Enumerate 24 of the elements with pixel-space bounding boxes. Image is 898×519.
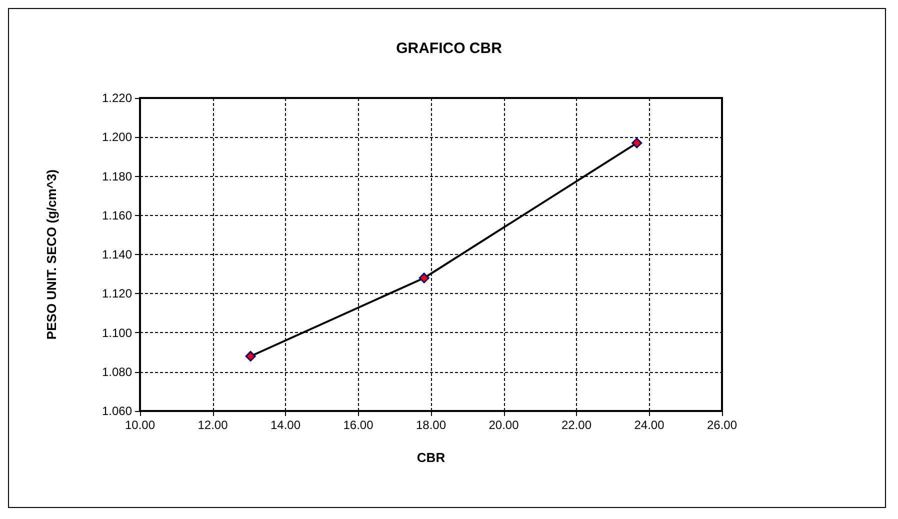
y-tick-label: 1.100 bbox=[102, 326, 132, 340]
x-tick-label: 10.00 bbox=[124, 418, 156, 432]
y-tick-label: 1.120 bbox=[102, 286, 132, 301]
y-axis-title: PESO UNIT. SECO (g/cm^3) bbox=[44, 169, 59, 340]
y-tick-label: 1.160 bbox=[102, 208, 132, 222]
x-tick-label: 26.00 bbox=[706, 418, 738, 432]
x-tick-label: 18.00 bbox=[416, 418, 446, 432]
y-tick-label: 1.060 bbox=[102, 404, 132, 418]
point bbox=[418, 272, 430, 284]
chart-title: GRAFICO CBR bbox=[396, 40, 502, 57]
x-axis-title: CBR bbox=[416, 450, 446, 465]
y-tick-label: 1.220 bbox=[102, 91, 132, 105]
y-tick-label: 1.180 bbox=[102, 169, 132, 184]
x-tick-label: 20.00 bbox=[488, 418, 520, 432]
x-tick-label: 12.00 bbox=[198, 418, 228, 432]
point bbox=[632, 138, 642, 148]
y-tick-label: 1.200 bbox=[102, 130, 132, 144]
x-tick-label: 22.00 bbox=[561, 418, 592, 432]
x-tick-label: 16.00 bbox=[343, 418, 374, 432]
x-tick-label: 24.00 bbox=[634, 418, 665, 432]
x-tick-label: 14.00 bbox=[270, 418, 301, 432]
point bbox=[245, 350, 256, 362]
y-tick-label: 1.080 bbox=[102, 364, 132, 379]
y-tick-label: 1.140 bbox=[102, 248, 132, 262]
